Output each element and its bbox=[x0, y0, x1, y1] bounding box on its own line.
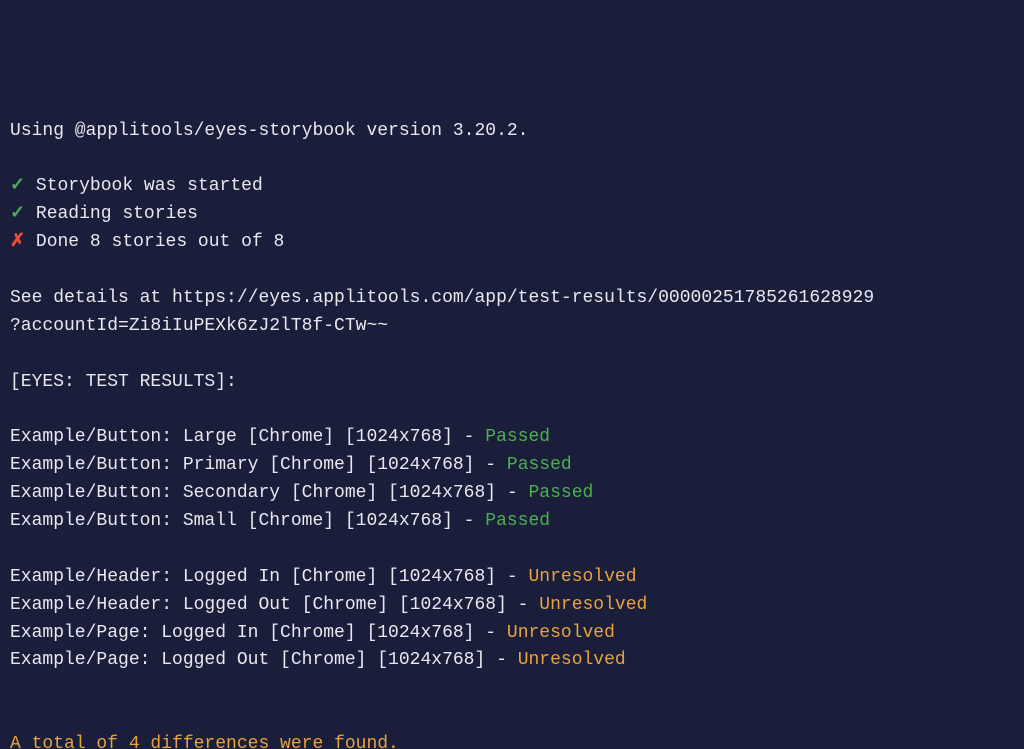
result-line: Example/Button: Secondary [Chrome] [1024… bbox=[10, 480, 1014, 508]
terminal-output: Using @applitools/eyes-storybook version… bbox=[10, 118, 1014, 749]
result-status: Passed bbox=[507, 455, 572, 475]
details-url-line-1: See details at https://eyes.applitools.c… bbox=[10, 285, 1014, 313]
result-status: Unresolved bbox=[507, 623, 615, 643]
check-icon: ✓ bbox=[10, 176, 25, 196]
result-status: Passed bbox=[528, 483, 593, 503]
result-line: Example/Button: Large [Chrome] [1024x768… bbox=[10, 424, 1014, 452]
result-line: Example/Button: Primary [Chrome] [1024x7… bbox=[10, 452, 1014, 480]
result-line: Example/Page: Logged In [Chrome] [1024x7… bbox=[10, 620, 1014, 648]
result-label: Example/Button: Large [Chrome] [1024x768… bbox=[10, 427, 485, 447]
cross-icon: ✗ bbox=[10, 232, 25, 252]
result-label: Example/Page: Logged Out [Chrome] [1024x… bbox=[10, 650, 518, 670]
status-line: ✗ Done 8 stories out of 8 bbox=[10, 229, 1014, 257]
header-line: Using @applitools/eyes-storybook version… bbox=[10, 118, 1014, 146]
result-label: Example/Button: Primary [Chrome] [1024x7… bbox=[10, 455, 507, 475]
result-status: Passed bbox=[485, 511, 550, 531]
summary-text: A total of 4 differences were found. bbox=[10, 734, 399, 749]
result-label: Example/Header: Logged Out [Chrome] [102… bbox=[10, 595, 539, 615]
summary-line: A total of 4 differences were found. bbox=[10, 731, 1014, 749]
result-status: Unresolved bbox=[539, 595, 647, 615]
status-text: Done 8 stories out of 8 bbox=[36, 232, 284, 252]
check-icon: ✓ bbox=[10, 204, 25, 224]
result-status: Unresolved bbox=[528, 567, 636, 587]
status-line: ✓ Reading stories bbox=[10, 201, 1014, 229]
results-header: [EYES: TEST RESULTS]: bbox=[10, 369, 1014, 397]
result-line: Example/Header: Logged In [Chrome] [1024… bbox=[10, 564, 1014, 592]
result-label: Example/Page: Logged In [Chrome] [1024x7… bbox=[10, 623, 507, 643]
result-status: Unresolved bbox=[518, 650, 626, 670]
result-status: Passed bbox=[485, 427, 550, 447]
result-label: Example/Button: Secondary [Chrome] [1024… bbox=[10, 483, 528, 503]
status-text: Storybook was started bbox=[36, 176, 263, 196]
result-line: Example/Button: Small [Chrome] [1024x768… bbox=[10, 508, 1014, 536]
details-url-line-2: ?accountId=Zi8iIuPEXk6zJ2lT8f-CTw~~ bbox=[10, 313, 1014, 341]
status-text: Reading stories bbox=[36, 204, 198, 224]
result-line: Example/Header: Logged Out [Chrome] [102… bbox=[10, 592, 1014, 620]
result-line: Example/Page: Logged Out [Chrome] [1024x… bbox=[10, 647, 1014, 675]
result-label: Example/Button: Small [Chrome] [1024x768… bbox=[10, 511, 485, 531]
result-label: Example/Header: Logged In [Chrome] [1024… bbox=[10, 567, 528, 587]
status-line: ✓ Storybook was started bbox=[10, 173, 1014, 201]
